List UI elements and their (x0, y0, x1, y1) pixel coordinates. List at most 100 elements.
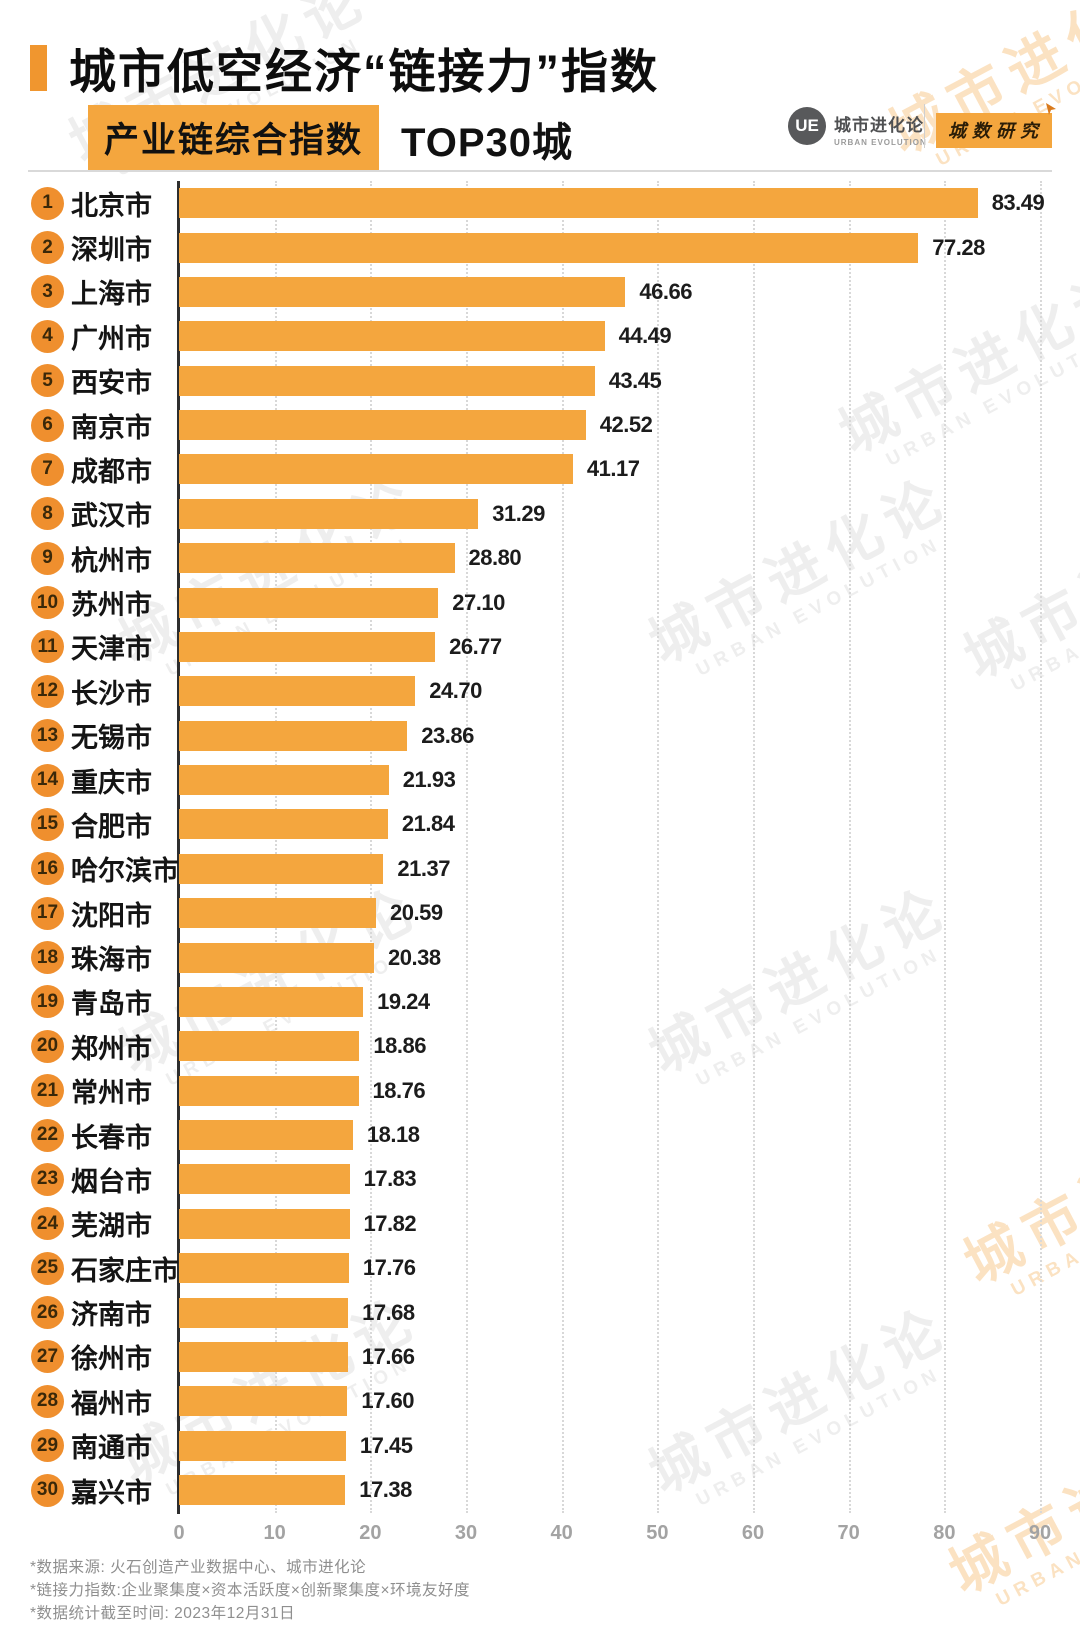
city-label: 重庆市 (71, 767, 152, 798)
city-label: 苏州市 (71, 590, 152, 621)
x-tick-label: 10 (263, 1522, 286, 1544)
rank-badge: 23 (31, 1162, 64, 1196)
chart-row: 27 徐州市 17.66 (0, 1335, 1080, 1379)
bar-wrap: 20.59 (179, 891, 443, 935)
rank-badge: 29 (31, 1429, 64, 1463)
rank-badge: 19 (31, 985, 64, 1019)
value-label: 31.29 (492, 500, 545, 526)
value-label: 18.76 (372, 1077, 426, 1103)
bar-wrap: 26.77 (179, 625, 502, 669)
bar (179, 1253, 349, 1284)
city-label: 沈阳市 (71, 900, 152, 931)
rank-badge: 21 (31, 1074, 64, 1108)
title-accent-bar (30, 44, 47, 91)
logo-group: UE 城市进化论 URBAN EVOLUTION 城数研究 (758, 102, 1058, 152)
rank-badge: 13 (31, 719, 64, 753)
bar-wrap: 46.66 (179, 270, 692, 314)
rank-badge: 16 (31, 852, 64, 886)
value-label: 17.66 (361, 1343, 415, 1369)
chart-row: 17 沈阳市 20.59 (0, 891, 1080, 935)
city-label: 北京市 (71, 190, 152, 221)
subtitle-badge: 产业链综合指数 (88, 105, 380, 172)
bar (179, 942, 374, 973)
city-label: 上海市 (71, 279, 152, 310)
rank-badge: 3 (31, 275, 64, 309)
city-label: 天津市 (71, 634, 152, 665)
bar (179, 1031, 360, 1062)
city-label: 青岛市 (71, 989, 152, 1020)
value-label: 17.60 (361, 1388, 414, 1414)
rank-badge: 12 (31, 674, 64, 708)
brand-name-en: URBAN EVOLUTION (834, 138, 927, 147)
city-label: 深圳市 (71, 235, 152, 266)
chart-row: 18 珠海市 20.38 (0, 935, 1080, 979)
rank-badge: 14 (31, 763, 64, 797)
value-label: 23.86 (421, 722, 474, 748)
bar-wrap: 17.66 (179, 1335, 415, 1379)
x-tick-label: 20 (359, 1522, 382, 1544)
value-label: 20.59 (390, 900, 443, 926)
bar-wrap: 77.28 (179, 225, 985, 269)
value-label: 21.93 (402, 767, 456, 793)
bar-wrap: 24.70 (179, 669, 482, 713)
rank-badge: 27 (31, 1340, 64, 1374)
bar (179, 365, 595, 396)
value-label: 26.77 (449, 633, 502, 659)
page-title: 城市低空经济“链接力”指数 (69, 45, 659, 98)
bar (179, 587, 439, 618)
city-label: 嘉兴市 (71, 1477, 152, 1508)
value-label: 41.17 (586, 456, 640, 482)
city-label: 珠海市 (71, 945, 152, 976)
chart-row: 24 芜湖市 17.82 (0, 1202, 1080, 1246)
bar (179, 1075, 359, 1106)
rank-badge: 24 (31, 1207, 64, 1241)
value-label: 17.45 (359, 1432, 413, 1458)
bar-wrap: 20.38 (179, 935, 441, 979)
gridline (753, 181, 755, 1513)
bar (179, 1120, 353, 1151)
chart-row: 15 合肥市 21.84 (0, 802, 1080, 846)
rank-badge: 6 (31, 408, 64, 442)
x-tick-label: 60 (741, 1522, 765, 1544)
value-label: 77.28 (932, 234, 985, 260)
footnote: *链接力指数:企业聚集度×资本活跃度×创新聚集度×环境友好度 (30, 1582, 470, 1599)
rank-badge: 9 (31, 541, 64, 575)
value-label: 20.38 (388, 944, 441, 970)
value-label: 21.37 (397, 855, 450, 881)
chart-row: 10 苏州市 27.10 (0, 580, 1080, 624)
bar (179, 853, 384, 884)
chart-row: 4 广州市 44.49 (0, 314, 1080, 358)
x-tick-label: 30 (454, 1522, 478, 1544)
research-badge-label: 城数研究 (948, 121, 1044, 141)
x-tick-label: 90 (1028, 1522, 1052, 1544)
bar-wrap: 17.83 (179, 1157, 417, 1201)
bar (179, 1386, 348, 1417)
city-label: 石家庄市 (71, 1255, 179, 1286)
ue-logo-icon: UE (788, 107, 826, 145)
rank-badge: 17 (31, 896, 64, 930)
bar-wrap: 41.17 (179, 447, 640, 491)
city-label: 烟台市 (71, 1166, 152, 1197)
chart-row: 23 烟台市 17.83 (0, 1157, 1080, 1201)
bar (179, 631, 436, 662)
chart-row: 26 济南市 17.68 (0, 1290, 1080, 1334)
chart-row: 28 福州市 17.60 (0, 1379, 1080, 1423)
bar (179, 498, 479, 529)
city-label: 合肥市 (71, 811, 152, 842)
value-label: 17.76 (362, 1255, 416, 1281)
chart-row: 19 青岛市 19.24 (0, 980, 1080, 1024)
bar-wrap: 31.29 (179, 492, 545, 536)
value-label: 83.49 (991, 190, 1045, 216)
value-label: 27.10 (452, 589, 505, 615)
bar (179, 454, 573, 485)
city-label: 芜湖市 (71, 1211, 152, 1242)
value-label: 24.70 (429, 678, 482, 704)
bar (179, 1475, 346, 1506)
city-label: 常州市 (71, 1078, 152, 1109)
rank-badge: 20 (31, 1029, 64, 1063)
value-label: 28.80 (468, 545, 522, 571)
gridline (561, 181, 564, 1513)
rank-badge: 15 (31, 807, 64, 841)
